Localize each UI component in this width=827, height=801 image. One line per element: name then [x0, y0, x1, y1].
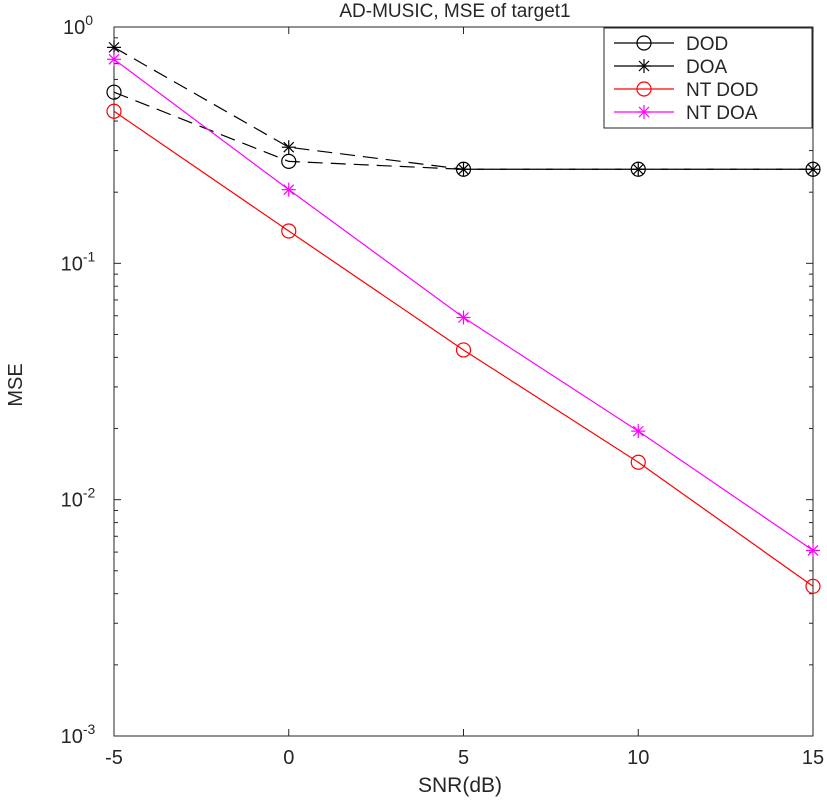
data-point-nt-dod: [805, 578, 821, 594]
data-point-doa: [107, 40, 121, 55]
x-tick-label: 0: [283, 747, 294, 769]
legend-marker-dod: [636, 35, 652, 51]
data-point-nt-doa: [456, 310, 471, 325]
chart-title: AD-MUSIC, MSE of target1: [339, 1, 570, 22]
data-point-doa: [631, 162, 646, 177]
data-point-nt-dod: [630, 454, 646, 470]
x-tick-label: 10: [627, 747, 649, 769]
legend-label-nt-doa: NT DOA: [686, 103, 758, 124]
y-tick-label: 100: [63, 12, 93, 39]
data-point-doa: [456, 162, 471, 177]
y-axis-label: MSE: [5, 363, 27, 406]
legend-marker-nt-doa: [637, 105, 651, 119]
x-tick-label: 5: [458, 747, 469, 769]
data-point-dod: [106, 84, 122, 100]
plot-frame: [113, 26, 814, 737]
legend-marker-nt-dod: [636, 81, 652, 97]
legend-label-dod: DOD: [686, 34, 728, 55]
data-point-nt-dod: [106, 103, 122, 119]
series-line-nt-doa: [113, 58, 814, 551]
data-point-nt-dod: [281, 223, 297, 239]
y-tick-label: 10-1: [61, 248, 96, 275]
data-point-doa: [281, 140, 296, 155]
y-tick-label: 10-2: [61, 485, 96, 512]
legend-label-doa: DOA: [686, 57, 728, 78]
series-line-dod: [113, 91, 813, 170]
data-point-nt-doa: [806, 543, 820, 558]
data-point-nt-dod: [455, 342, 472, 358]
data-point-doa: [806, 162, 820, 177]
legend-label-nt-dod: NT DOD: [686, 80, 758, 101]
y-tick-label: 10-3: [61, 721, 96, 748]
data-point-nt-doa: [631, 424, 646, 439]
legend-box: [603, 27, 813, 129]
legend-marker-doa: [637, 59, 651, 73]
series-line-nt-dod: [113, 110, 814, 587]
data-point-dod: [281, 153, 297, 169]
x-axis-label: SNR(dB): [418, 774, 502, 797]
x-tick-label: -5: [105, 747, 123, 769]
data-point-nt-doa: [107, 52, 121, 67]
x-tick-label: 15: [802, 747, 824, 769]
data-point-nt-doa: [281, 182, 296, 197]
